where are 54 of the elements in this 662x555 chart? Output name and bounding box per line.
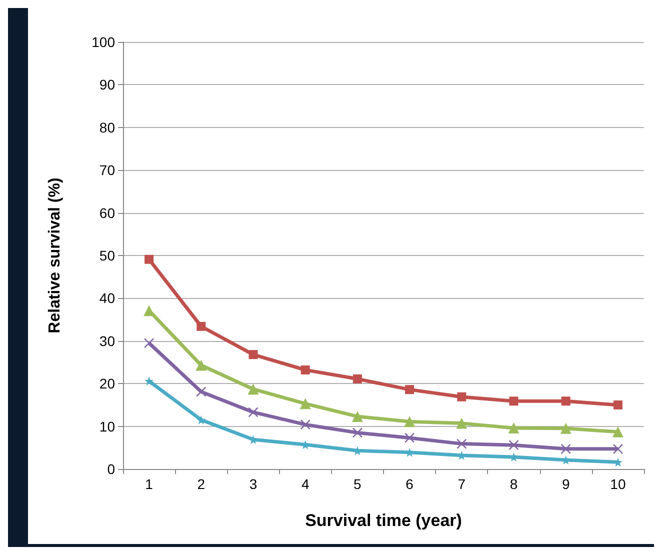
x-tick-label: 2 xyxy=(197,476,206,492)
point xyxy=(300,419,310,430)
point xyxy=(144,338,154,348)
y-tick-label: 80 xyxy=(99,119,116,136)
y-tick-label: 100 xyxy=(92,34,116,50)
point xyxy=(196,415,206,424)
point xyxy=(196,386,206,397)
point xyxy=(612,426,624,438)
point xyxy=(196,360,207,371)
point xyxy=(612,444,624,454)
point xyxy=(248,384,259,395)
y-tick-label: 90 xyxy=(99,76,116,93)
point xyxy=(456,418,468,429)
point xyxy=(300,398,311,410)
point xyxy=(508,440,519,450)
point xyxy=(248,407,258,418)
x-tick-label: 10 xyxy=(610,476,626,492)
y-tick-label: 20 xyxy=(99,376,116,392)
point xyxy=(561,396,570,406)
point xyxy=(405,385,414,394)
x-axis-title: Survival time (year) xyxy=(305,511,462,530)
point xyxy=(457,392,466,402)
point xyxy=(144,254,154,264)
x-tick-label: 7 xyxy=(458,476,466,492)
x-tick-label: 5 xyxy=(354,476,362,492)
point xyxy=(352,410,363,422)
y-tick-label: 70 xyxy=(99,162,116,178)
y-tick-label: 0 xyxy=(107,461,116,477)
x-tick-label: 9 xyxy=(562,476,570,492)
point xyxy=(300,365,310,374)
point xyxy=(404,416,416,428)
y-tick-label: 40 xyxy=(99,290,116,306)
point xyxy=(456,438,467,449)
x-tick-label: 4 xyxy=(301,476,310,492)
point xyxy=(352,374,362,384)
point xyxy=(196,322,206,331)
x-tick-label: 3 xyxy=(249,476,258,492)
point xyxy=(509,396,518,406)
y-tick-label: 10 xyxy=(99,418,116,434)
x-tick-label: 1 xyxy=(145,476,154,492)
point xyxy=(613,400,622,410)
x-tick-label: 6 xyxy=(406,476,414,492)
y-tick-label: 30 xyxy=(99,332,116,349)
point xyxy=(404,432,415,443)
point xyxy=(508,422,520,434)
point xyxy=(144,376,154,386)
x-tick-label: 8 xyxy=(510,476,518,492)
y-axis-title: Relative survival (%) xyxy=(46,178,64,334)
y-tick-label: 60 xyxy=(99,204,116,221)
point xyxy=(248,350,258,360)
point xyxy=(352,428,363,438)
point xyxy=(560,422,572,434)
point xyxy=(560,444,571,454)
y-tick-label: 50 xyxy=(99,248,116,264)
